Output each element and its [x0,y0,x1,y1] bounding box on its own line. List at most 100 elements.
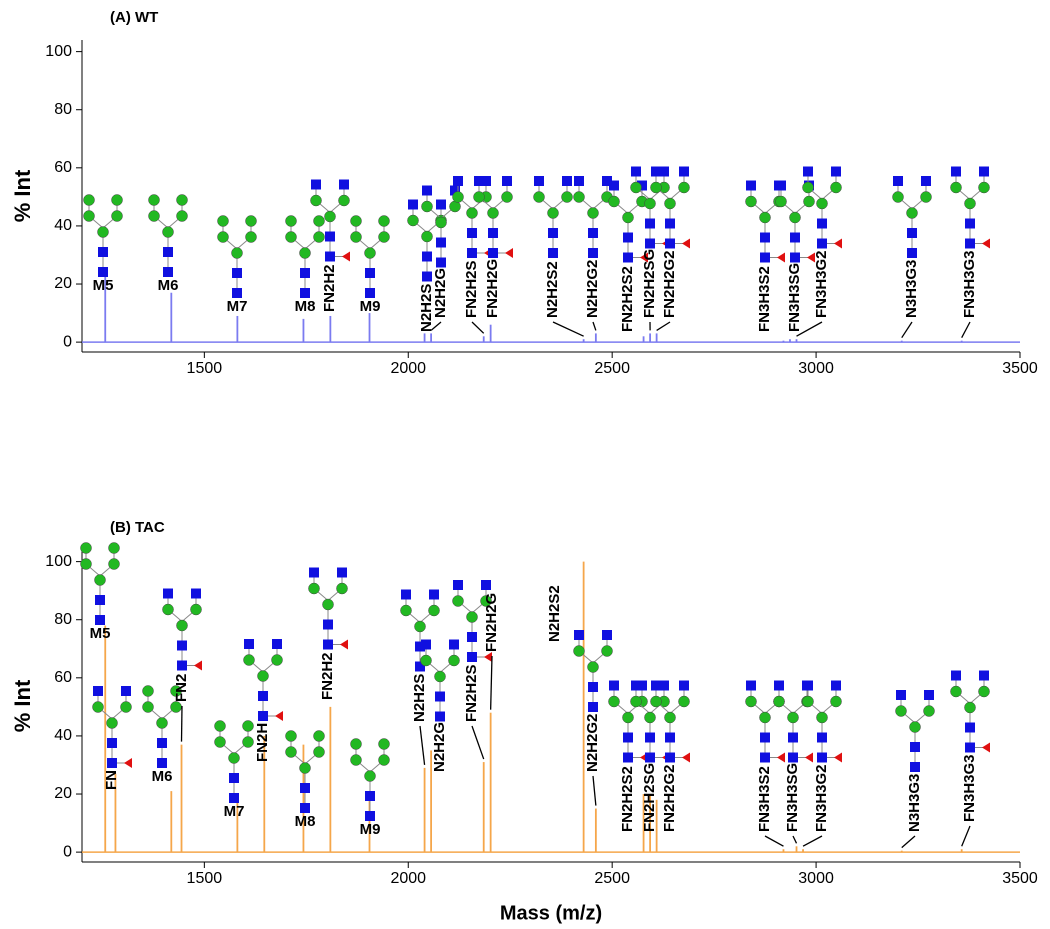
glycan-square [429,589,439,600]
glycan-circle [242,736,254,748]
glycan-circle [190,603,202,616]
peak [329,706,332,853]
leader-line [592,775,597,806]
glycan-circle [950,181,962,194]
glycan-circle [285,746,297,758]
glycan-circle [108,542,120,554]
glycan-square [790,252,800,263]
leader-line [419,725,426,765]
glycan-circle [299,247,311,259]
peak-label: FN2H2SG [641,249,658,318]
leader-line [656,321,671,331]
glycan-square [415,661,425,672]
glycan-circle [803,195,815,208]
glycan-circle [775,195,787,208]
y-tick-label: 40 [54,727,72,744]
glycan-icon [745,180,785,263]
glycan-square [422,271,432,282]
glycan-square [588,228,598,238]
glycan-square [365,811,375,821]
glycan-square [602,630,612,640]
peak [900,850,903,853]
glycan-square [258,691,268,701]
peak [236,315,239,343]
peak-label: N2H2G [432,268,449,318]
peak-label: M8 [295,298,316,315]
peak-label: FN2H [254,723,271,762]
glycan-circle [285,730,297,742]
peak-label: M7 [227,298,248,315]
peak [582,339,585,343]
glycan-square [481,580,491,590]
glycan-square [637,680,647,691]
glycan-circle [547,207,559,219]
glycan-square [588,702,598,712]
x-tick-label: 2500 [594,870,630,887]
glycan-circle [745,695,757,708]
peak [423,333,426,343]
glycan-icon [308,567,348,650]
peak-label: FN2H2 [319,652,336,700]
glycan-square [907,248,917,258]
glycan-circle [830,695,842,708]
glycan-square [488,248,498,258]
glycan-fucose [777,752,785,763]
glycan-circle [789,211,801,224]
glycan-square [157,758,167,768]
peak-label: FN3H3G3 [961,754,978,822]
glycan-square [979,166,989,177]
peak-label: FN2H2G2 [661,764,678,832]
glycan-icon [473,176,513,258]
glycan-square [588,248,598,258]
glycan-circle [466,207,478,219]
glycan-circle [501,191,513,203]
panel-title: (B) TAC [110,519,165,536]
glycan-icon [802,166,842,249]
glycan-square [631,166,641,177]
glycan-circle [906,207,918,219]
glycan-fucose [124,758,132,768]
glycan-icon [285,730,325,813]
glycan-circle [285,215,297,227]
glycan-square [817,752,827,763]
glycan-circle [378,754,390,766]
glycan-circle [214,720,226,732]
glycan-square [365,791,375,801]
glycan-square [232,288,242,298]
peak-label: FN2H2G2 [661,250,678,318]
glycan-circle [228,752,240,764]
glycan-square [679,166,689,177]
glycan-square [921,176,931,186]
glycan-icon [80,542,120,625]
glycan-circle [978,181,990,194]
glycan-square [453,580,463,590]
glycan-circle [622,711,634,724]
glycan-circle [816,197,828,210]
glycan-fucose [682,238,690,249]
glycan-square [623,752,633,763]
glycan-square [121,686,131,696]
glycan-circle [156,717,168,729]
glycan-circle [120,701,132,713]
glycan-square [435,691,445,702]
glycan-circle [142,701,154,713]
peak [594,333,597,343]
glycan-square [831,680,841,691]
leader-line [592,321,597,331]
x-tick-label: 2000 [390,360,426,377]
glycan-circle [83,210,95,222]
glycan-circle [802,181,814,194]
glycan-square [651,680,661,691]
y-tick-label: 20 [54,785,72,802]
glycan-square [311,179,321,190]
glycan-square [965,722,975,733]
glycan-circle [170,701,182,713]
glycan-circle [428,604,440,617]
glycan-circle [170,685,182,697]
glycan-square [435,711,445,722]
glycan-circle [257,670,269,682]
glycan-square [924,690,934,700]
glycan-circle [466,611,478,623]
glycan-square [609,180,619,191]
